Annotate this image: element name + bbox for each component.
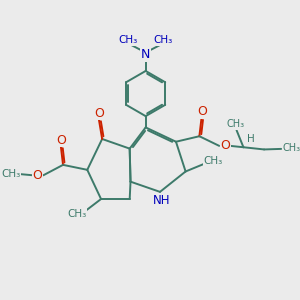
Text: CH₃: CH₃: [283, 143, 300, 153]
Text: CH₃: CH₃: [1, 169, 20, 179]
Text: O: O: [56, 134, 66, 147]
Text: H: H: [247, 134, 255, 144]
Text: CH₃: CH₃: [226, 119, 244, 129]
Text: N: N: [141, 49, 150, 62]
Text: CH₃: CH₃: [203, 156, 223, 166]
Text: CH₃: CH₃: [118, 35, 138, 45]
Text: NH: NH: [153, 194, 170, 207]
Text: CH₃: CH₃: [68, 209, 87, 219]
Text: CH₃: CH₃: [154, 35, 173, 45]
Text: O: O: [32, 169, 42, 182]
Text: O: O: [197, 105, 207, 118]
Text: O: O: [220, 139, 230, 152]
Text: O: O: [94, 106, 104, 120]
